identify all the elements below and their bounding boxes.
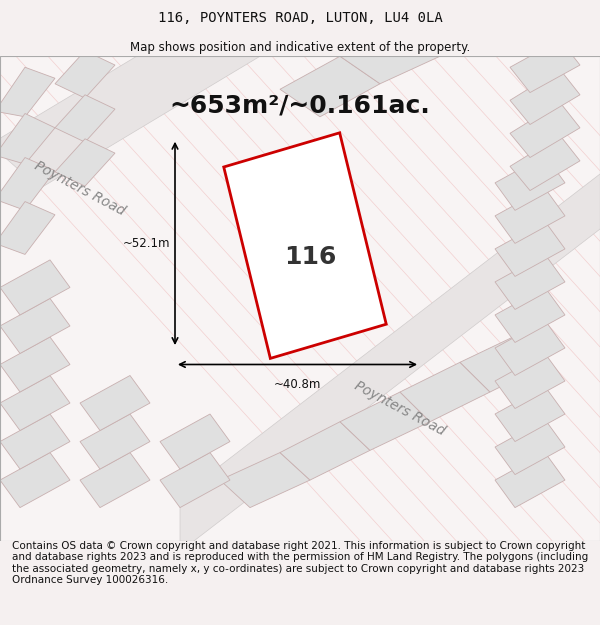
- Polygon shape: [160, 452, 230, 508]
- Polygon shape: [160, 414, 230, 469]
- Polygon shape: [400, 362, 490, 422]
- Polygon shape: [0, 452, 70, 508]
- Polygon shape: [495, 254, 565, 309]
- Polygon shape: [495, 188, 565, 243]
- Text: Poynters Road: Poynters Road: [32, 159, 128, 218]
- Polygon shape: [510, 136, 580, 191]
- Polygon shape: [0, 114, 55, 164]
- Polygon shape: [495, 452, 565, 508]
- Polygon shape: [55, 51, 115, 98]
- Polygon shape: [80, 376, 150, 431]
- Text: Poynters Road: Poynters Road: [352, 379, 448, 438]
- Polygon shape: [0, 260, 70, 315]
- Text: ~52.1m: ~52.1m: [122, 237, 170, 250]
- Polygon shape: [80, 452, 150, 508]
- Polygon shape: [495, 354, 565, 409]
- Text: ~653m²/~0.161ac.: ~653m²/~0.161ac.: [170, 94, 430, 118]
- Polygon shape: [224, 132, 386, 358]
- Polygon shape: [280, 422, 370, 480]
- Text: Map shows position and indicative extent of the property.: Map shows position and indicative extent…: [130, 41, 470, 54]
- Polygon shape: [0, 376, 70, 431]
- Polygon shape: [180, 166, 600, 552]
- Polygon shape: [510, 69, 580, 124]
- Polygon shape: [0, 201, 55, 254]
- Polygon shape: [460, 334, 550, 392]
- Polygon shape: [0, 56, 600, 541]
- Polygon shape: [55, 95, 115, 142]
- Polygon shape: [0, 158, 55, 211]
- Polygon shape: [0, 298, 70, 354]
- Polygon shape: [510, 102, 580, 158]
- Polygon shape: [495, 221, 565, 276]
- Polygon shape: [55, 139, 115, 186]
- Polygon shape: [495, 156, 565, 211]
- Text: 116, POYNTERS ROAD, LUTON, LU4 0LA: 116, POYNTERS ROAD, LUTON, LU4 0LA: [158, 11, 442, 25]
- Polygon shape: [0, 68, 55, 117]
- Text: 116: 116: [284, 244, 336, 269]
- Text: ~40.8m: ~40.8m: [274, 378, 321, 391]
- Polygon shape: [220, 452, 310, 508]
- Polygon shape: [495, 419, 565, 474]
- Polygon shape: [80, 414, 150, 469]
- Polygon shape: [0, 337, 70, 392]
- Polygon shape: [495, 321, 565, 376]
- Polygon shape: [0, 414, 70, 469]
- Polygon shape: [495, 386, 565, 441]
- Polygon shape: [510, 40, 580, 92]
- Polygon shape: [280, 56, 380, 117]
- Text: Contains OS data © Crown copyright and database right 2021. This information is : Contains OS data © Crown copyright and d…: [12, 541, 588, 586]
- Polygon shape: [0, 12, 260, 188]
- Polygon shape: [340, 29, 440, 84]
- Polygon shape: [495, 288, 565, 342]
- Polygon shape: [340, 392, 430, 451]
